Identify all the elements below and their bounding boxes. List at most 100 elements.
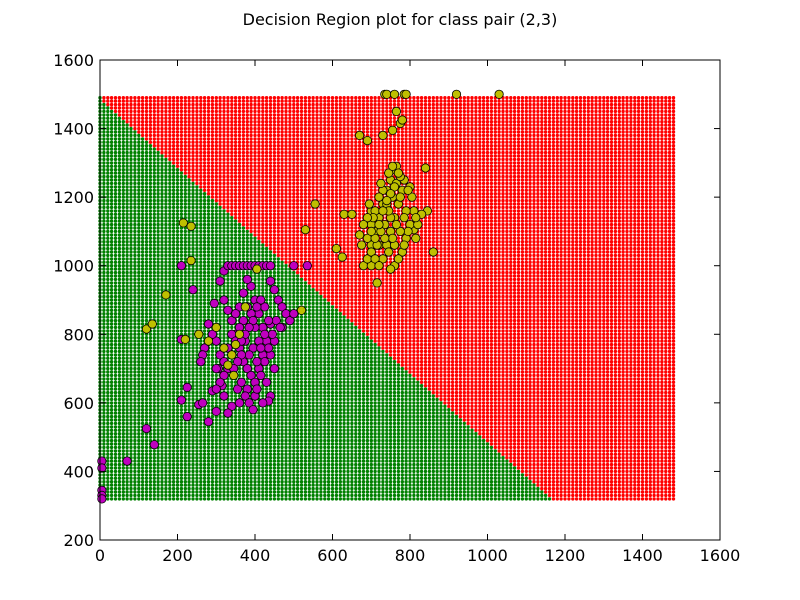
region-point-class-2 — [172, 240, 175, 243]
region-point-class-2 — [176, 288, 179, 291]
region-point-class-2 — [125, 199, 128, 202]
region-point-class-2 — [172, 182, 175, 185]
region-point-class-2 — [199, 237, 202, 240]
region-point-class-3 — [246, 209, 249, 212]
region-point-class-2 — [133, 134, 136, 137]
region-point-class-3 — [211, 185, 214, 188]
region-point-class-2 — [106, 154, 109, 157]
region-point-class-2 — [195, 206, 198, 209]
region-point-class-3 — [122, 110, 125, 113]
region-point-class-2 — [180, 230, 183, 233]
region-point-class-2 — [168, 480, 171, 483]
region-point-class-2 — [114, 223, 117, 226]
region-point-class-2 — [106, 381, 109, 384]
region-point-class-2 — [222, 254, 225, 257]
region-point-class-3 — [149, 99, 152, 102]
region-point-class-2 — [122, 401, 125, 404]
region-point-class-2 — [156, 291, 159, 294]
region-point-class-2 — [156, 199, 159, 202]
region-point-class-3 — [226, 165, 229, 168]
region-point-class-2 — [203, 470, 206, 473]
region-point-class-3 — [199, 120, 202, 123]
region-point-class-2 — [102, 250, 105, 253]
region-point-class-2 — [156, 466, 159, 469]
region-point-class-3 — [249, 192, 252, 195]
region-point-class-2 — [110, 243, 113, 246]
region-point-class-2 — [172, 264, 175, 267]
region-point-class-2 — [207, 264, 210, 267]
region-point-class-2 — [199, 435, 202, 438]
region-point-class-3 — [242, 96, 245, 99]
region-point-class-2 — [172, 298, 175, 301]
region-point-class-2 — [211, 226, 214, 229]
region-point-class-2 — [160, 309, 163, 312]
region-point-class-2 — [137, 261, 140, 264]
region-point-class-2 — [222, 425, 225, 428]
region-point-class-3 — [215, 113, 218, 116]
region-point-class-2 — [141, 353, 144, 356]
region-point-class-2 — [122, 141, 125, 144]
region-point-class-2 — [238, 271, 241, 274]
region-point-class-2 — [129, 360, 132, 363]
region-point-class-2 — [207, 405, 210, 408]
region-point-class-2 — [149, 449, 152, 452]
region-point-class-2 — [180, 281, 183, 284]
region-point-class-2 — [184, 377, 187, 380]
region-point-class-2 — [168, 357, 171, 360]
region-point-class-2 — [257, 415, 260, 418]
region-point-class-2 — [164, 219, 167, 222]
region-point-class-2 — [195, 309, 198, 312]
region-point-class-2 — [234, 442, 237, 445]
region-point-class-2 — [156, 295, 159, 298]
region-point-class-2 — [253, 453, 256, 456]
region-point-class-2 — [180, 237, 183, 240]
region-point-class-2 — [203, 223, 206, 226]
region-point-class-3 — [184, 110, 187, 113]
region-point-class-3 — [203, 141, 206, 144]
region-point-class-2 — [149, 343, 152, 346]
region-point-class-3 — [156, 134, 159, 137]
region-point-class-2 — [168, 370, 171, 373]
region-point-class-2 — [118, 302, 121, 305]
region-point-class-3 — [257, 134, 260, 137]
region-point-class-2 — [133, 206, 136, 209]
region-point-class-2 — [118, 497, 121, 500]
region-point-class-3 — [215, 130, 218, 133]
region-point-class-2 — [222, 463, 225, 466]
region-point-class-3 — [187, 117, 190, 120]
region-point-class-2 — [176, 202, 179, 205]
region-point-class-2 — [203, 257, 206, 260]
region-point-class-2 — [160, 384, 163, 387]
region-point-class-3 — [238, 182, 241, 185]
region-point-class-2 — [160, 387, 163, 390]
region-point-class-2 — [203, 333, 206, 336]
region-point-class-2 — [149, 387, 152, 390]
region-point-class-3 — [253, 141, 256, 144]
region-point-class-2 — [133, 261, 136, 264]
region-point-class-2 — [218, 216, 221, 219]
region-point-class-3 — [149, 110, 152, 113]
region-point-class-2 — [184, 305, 187, 308]
region-point-class-2 — [172, 178, 175, 181]
region-point-class-2 — [222, 322, 225, 325]
region-point-class-2 — [187, 267, 190, 270]
region-point-class-2 — [129, 367, 132, 370]
region-point-class-3 — [253, 123, 256, 126]
region-point-class-3 — [249, 117, 252, 120]
region-point-class-3 — [218, 151, 221, 154]
region-point-class-2 — [164, 415, 167, 418]
region-point-class-3 — [215, 103, 218, 106]
region-point-class-2 — [156, 243, 159, 246]
region-point-class-2 — [118, 394, 121, 397]
region-point-class-3 — [257, 158, 260, 161]
region-point-class-2 — [114, 209, 117, 212]
region-point-class-2 — [234, 494, 237, 497]
region-point-class-2 — [215, 240, 218, 243]
region-point-class-2 — [110, 357, 113, 360]
region-point-class-2 — [172, 312, 175, 315]
region-point-class-2 — [114, 309, 117, 312]
region-point-class-3 — [211, 147, 214, 150]
region-point-class-2 — [122, 298, 125, 301]
region-point-class-2 — [222, 247, 225, 250]
region-point-class-2 — [110, 267, 113, 270]
